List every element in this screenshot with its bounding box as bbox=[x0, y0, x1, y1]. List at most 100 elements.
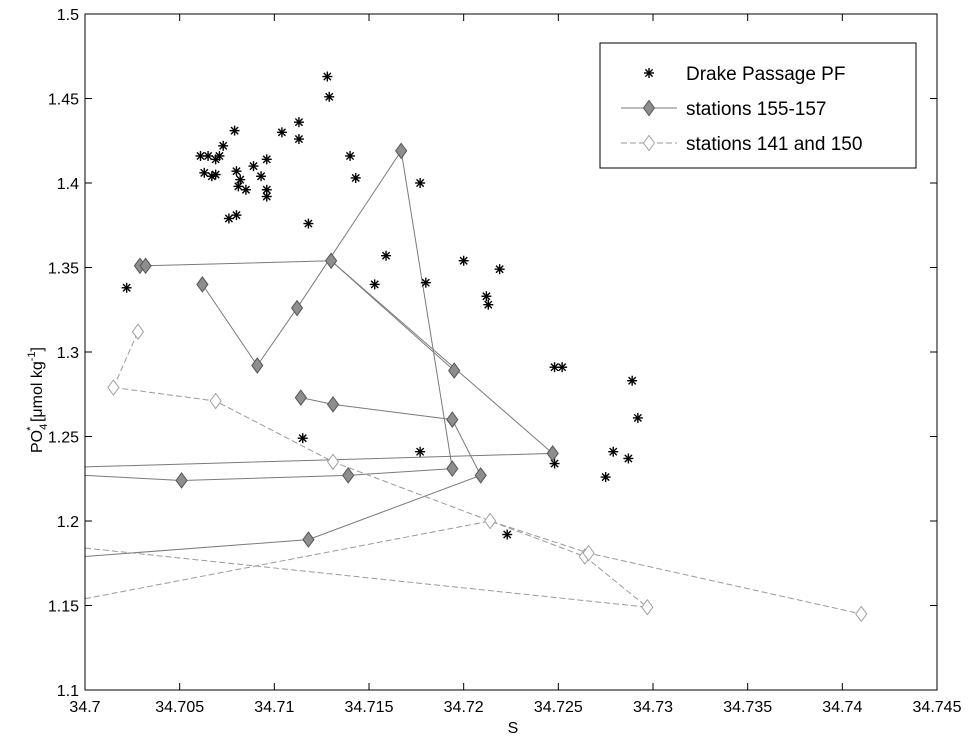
data-point-diamond bbox=[290, 299, 304, 317]
legend-label: Drake Passage PF bbox=[686, 64, 845, 85]
data-point-star bbox=[223, 213, 234, 224]
data-point-star bbox=[322, 71, 333, 82]
tick-labels: 34.7 34.705 34.71 34.715 34.72 34.725 34.73 34.… bbox=[48, 7, 962, 716]
data-point-star bbox=[481, 291, 492, 302]
y-tick-label: 1.3 bbox=[57, 345, 79, 362]
data-point-star bbox=[233, 181, 244, 192]
data-point-star bbox=[502, 529, 513, 540]
y-axis-title-tail: ] bbox=[29, 347, 46, 351]
data-point-star bbox=[297, 433, 308, 444]
data-point-diamond bbox=[302, 531, 315, 548]
data-point-diamond bbox=[395, 142, 408, 160]
y-axis-title-rest: [μmol kg bbox=[29, 361, 46, 426]
y-tick-label: 1.1 bbox=[57, 683, 79, 700]
x-axis-title: S bbox=[508, 720, 519, 737]
data-point-star bbox=[415, 178, 426, 188]
series-line bbox=[84, 468, 453, 481]
y-tick-label: 1.15 bbox=[48, 599, 79, 616]
series-line bbox=[84, 547, 648, 608]
data-point-diamond bbox=[326, 396, 340, 413]
data-point-star bbox=[303, 218, 314, 229]
data-point-star bbox=[549, 458, 560, 469]
data-point-star bbox=[600, 472, 611, 483]
data-point-diamond bbox=[107, 379, 120, 396]
data-point-star bbox=[210, 169, 221, 180]
data-point-diamond bbox=[131, 323, 145, 341]
data-point-star bbox=[632, 412, 643, 423]
data-point-star bbox=[293, 134, 304, 145]
x-tick-label: 34.735 bbox=[723, 699, 772, 716]
data-point-star bbox=[276, 127, 287, 138]
data-point-star bbox=[218, 140, 229, 151]
data-point-diamond bbox=[474, 467, 487, 484]
data-point-star bbox=[261, 191, 272, 202]
data-point-star bbox=[494, 264, 505, 275]
data-point-star bbox=[557, 362, 568, 373]
x-tick-label: 34.725 bbox=[534, 699, 583, 716]
data-point-star bbox=[483, 299, 494, 310]
data-point-diamond bbox=[446, 411, 459, 428]
legend-entry: stations 141 and 150 bbox=[621, 134, 862, 155]
data-point-diamond bbox=[251, 357, 264, 374]
data-point-diamond bbox=[448, 362, 461, 379]
legend-marker bbox=[642, 134, 656, 152]
data-point-star bbox=[199, 167, 210, 178]
data-point-star bbox=[261, 184, 272, 195]
series-line bbox=[84, 397, 482, 557]
x-tick-label: 34.745 bbox=[913, 699, 962, 716]
x-tick-label: 34.72 bbox=[444, 699, 484, 716]
x-tick-label: 34.715 bbox=[345, 699, 394, 716]
y-axis-title-unit-sup: -1 bbox=[26, 351, 38, 361]
y-tick-label: 1.25 bbox=[48, 430, 79, 447]
series-line bbox=[112, 331, 139, 388]
plot-markers bbox=[107, 71, 868, 623]
x-tick-label: 34.71 bbox=[254, 699, 294, 716]
y-tick-label: 1.35 bbox=[48, 261, 79, 278]
legend-entries: Drake Passage PF stations 155-157 stations… bbox=[621, 64, 862, 155]
data-point-star bbox=[293, 117, 304, 128]
data-point-star bbox=[203, 150, 214, 161]
data-point-star bbox=[240, 184, 251, 195]
data-point-star bbox=[381, 250, 392, 261]
data-point-diamond bbox=[641, 598, 654, 616]
y-axis-title-sub: 4 bbox=[38, 424, 50, 430]
data-point-diamond bbox=[196, 276, 209, 293]
data-point-star bbox=[420, 277, 431, 288]
data-point-star bbox=[345, 150, 356, 161]
data-point-diamond bbox=[325, 252, 338, 270]
y-axis-title-sup: * bbox=[25, 426, 37, 431]
data-point-star bbox=[231, 210, 242, 221]
data-point-star bbox=[623, 453, 634, 464]
data-point-star bbox=[214, 150, 225, 161]
legend-marker bbox=[644, 68, 654, 78]
data-point-star bbox=[369, 279, 380, 290]
legend-label: stations 141 and 150 bbox=[686, 134, 862, 155]
legend-entry: Drake Passage PF bbox=[644, 64, 845, 85]
y-axis-title: PO4* [μmol kg-1] bbox=[25, 347, 50, 453]
data-point-star bbox=[415, 446, 426, 457]
data-point-diamond bbox=[326, 453, 340, 471]
data-point-star bbox=[458, 255, 469, 266]
data-point-star bbox=[627, 375, 638, 386]
x-tick-label: 34.73 bbox=[633, 699, 673, 716]
data-point-star bbox=[549, 362, 560, 373]
data-point-diamond bbox=[582, 544, 595, 562]
data-point-star bbox=[608, 446, 619, 457]
x-tick-label: 34.74 bbox=[822, 699, 862, 716]
data-point-star bbox=[231, 166, 242, 177]
x-tick-label: 34.705 bbox=[155, 699, 204, 716]
data-point-star bbox=[121, 282, 132, 293]
legend-marker bbox=[642, 99, 656, 117]
series-line bbox=[84, 520, 648, 608]
legend: Drake Passage PF stations 155-157 stations… bbox=[599, 42, 917, 169]
y-tick-label: 1.45 bbox=[48, 92, 79, 109]
series-line bbox=[113, 386, 862, 615]
data-point-diamond bbox=[175, 472, 188, 489]
data-point-star bbox=[256, 171, 267, 182]
legend-entry: stations 155-157 bbox=[621, 99, 827, 120]
y-axis-title-base: PO bbox=[29, 430, 46, 453]
legend-label: stations 155-157 bbox=[686, 99, 827, 120]
series-line bbox=[330, 260, 455, 371]
data-point-diamond bbox=[446, 460, 459, 477]
